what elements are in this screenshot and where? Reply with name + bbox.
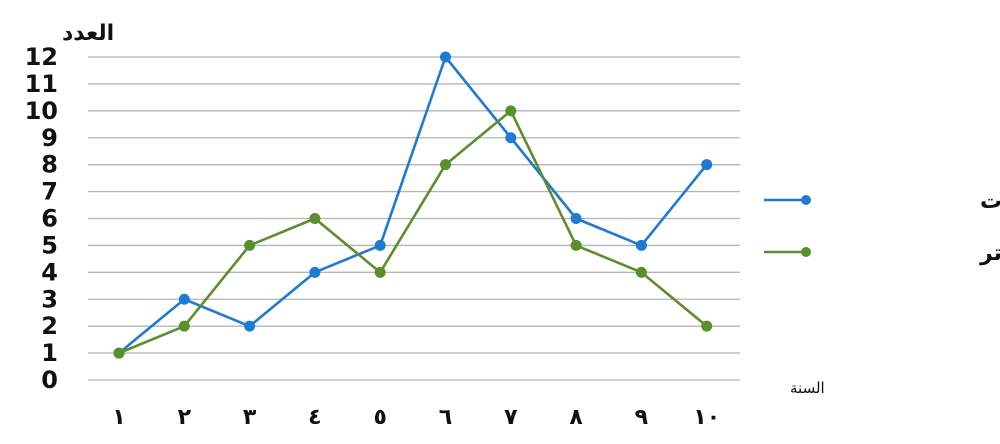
x-tick-label: ٤ bbox=[308, 405, 321, 430]
data-point bbox=[178, 293, 190, 305]
series-1 bbox=[113, 51, 713, 359]
legend: جوالات أجهزة الكمبيوتر bbox=[764, 189, 1000, 266]
data-point bbox=[505, 132, 517, 144]
data-point bbox=[505, 105, 517, 117]
x-tick-labels: ١ ٢ ٣ ٤ ٥ ٦ ٧ ٨ ٩ ١٠ bbox=[112, 405, 720, 430]
data-point bbox=[570, 213, 582, 224]
y-tick-label: 10 bbox=[25, 97, 58, 125]
x-tick-label: ٩ bbox=[635, 405, 648, 430]
x-tick-label: ٢ bbox=[178, 405, 192, 430]
data-point bbox=[374, 266, 386, 278]
data-point bbox=[244, 320, 256, 332]
data-point bbox=[570, 239, 582, 251]
legend-swatch-marker bbox=[801, 247, 811, 257]
legend-label: أجهزة الكمبيوتر bbox=[979, 237, 1000, 266]
data-point bbox=[178, 320, 190, 332]
series-line bbox=[118, 55, 708, 355]
series-2 bbox=[113, 105, 713, 359]
data-point bbox=[701, 320, 713, 332]
y-tick-label: 7 bbox=[41, 178, 58, 206]
y-tick-label: 6 bbox=[41, 205, 58, 233]
y-tick-label: 8 bbox=[41, 151, 58, 179]
series-line bbox=[118, 109, 708, 355]
x-tick-label: ١٠ bbox=[693, 405, 720, 430]
y-axis-label: العدد bbox=[62, 21, 114, 46]
y-tick-label: 2 bbox=[41, 312, 58, 340]
data-point bbox=[113, 347, 125, 359]
legend-item: أجهزة الكمبيوتر bbox=[764, 237, 1000, 266]
data-point bbox=[635, 266, 647, 278]
y-tick-label: 11 bbox=[25, 70, 58, 98]
data-point bbox=[309, 266, 321, 278]
series-group bbox=[113, 51, 713, 359]
data-point bbox=[701, 159, 713, 171]
data-point bbox=[374, 239, 386, 251]
y-tick-label: 1 bbox=[41, 339, 58, 367]
x-tick-label: ٣ bbox=[243, 405, 257, 430]
gridlines bbox=[88, 56, 740, 381]
data-point bbox=[635, 239, 647, 251]
x-tick-label: ٦ bbox=[439, 405, 452, 430]
y-tick-label: 4 bbox=[41, 258, 58, 286]
x-tick-label: ٥ bbox=[373, 405, 386, 430]
y-tick-label: 12 bbox=[25, 43, 58, 71]
x-tick-label: ١ bbox=[112, 405, 125, 430]
legend-label: جوالات bbox=[980, 189, 1000, 214]
data-point bbox=[440, 51, 451, 63]
data-point bbox=[309, 213, 321, 224]
x-tick-label: ٨ bbox=[569, 405, 583, 430]
legend-swatch-marker bbox=[801, 195, 811, 205]
y-tick-label: 0 bbox=[41, 366, 58, 394]
x-axis-label: السنة bbox=[790, 379, 825, 397]
legend-item: جوالات bbox=[764, 189, 1000, 214]
data-point bbox=[244, 239, 256, 251]
x-tick-label: ٧ bbox=[504, 405, 518, 430]
y-tick-label: 9 bbox=[41, 124, 58, 152]
y-tick-label: 3 bbox=[41, 285, 58, 313]
data-point bbox=[440, 159, 451, 171]
y-tick-label: 5 bbox=[41, 231, 58, 259]
